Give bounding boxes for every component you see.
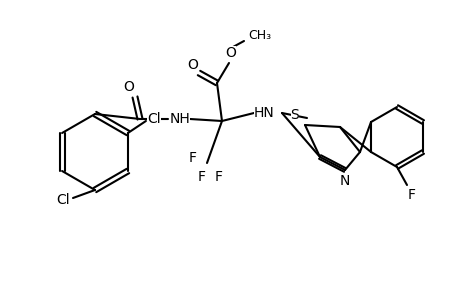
Text: HN: HN bbox=[253, 106, 274, 120]
Text: F: F bbox=[407, 188, 415, 202]
Text: CH₃: CH₃ bbox=[247, 28, 270, 41]
Text: F: F bbox=[214, 170, 223, 184]
Text: NH: NH bbox=[169, 112, 190, 126]
Text: O: O bbox=[225, 46, 236, 60]
Text: Cl: Cl bbox=[147, 112, 160, 126]
Text: F: F bbox=[197, 170, 206, 184]
Text: S: S bbox=[290, 108, 299, 122]
Text: F: F bbox=[189, 151, 196, 165]
Text: Cl: Cl bbox=[56, 193, 70, 207]
Text: O: O bbox=[187, 58, 198, 72]
Text: N: N bbox=[339, 174, 349, 188]
Text: O: O bbox=[123, 80, 134, 94]
